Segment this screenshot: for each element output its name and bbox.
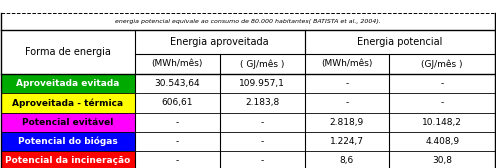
Text: Potencial do biógas: Potencial do biógas [18, 137, 118, 146]
Bar [1, 74, 135, 93]
Text: (MWh/mês): (MWh/mês) [152, 59, 203, 68]
Text: 109.957,1: 109.957,1 [239, 79, 285, 88]
Text: -: - [176, 118, 179, 127]
Text: Aproveitada - térmica: Aproveitada - térmica [12, 98, 124, 108]
Text: Potencial da incineração: Potencial da incineração [5, 156, 130, 165]
Bar [1, 132, 135, 151]
Bar [1, 151, 135, 168]
Text: 30.543,64: 30.543,64 [155, 79, 200, 88]
Text: 4.408,9: 4.408,9 [425, 137, 459, 146]
Text: (MWh/mês): (MWh/mês) [321, 59, 372, 68]
Text: ( GJ/mês ): ( GJ/mês ) [240, 59, 284, 69]
Bar [1, 113, 135, 132]
Text: (GJ/mês ): (GJ/mês ) [422, 59, 463, 69]
Text: 2.818,9: 2.818,9 [330, 118, 364, 127]
Text: -: - [440, 79, 444, 88]
Text: -: - [440, 98, 444, 107]
Text: -: - [176, 137, 179, 146]
Text: -: - [260, 156, 264, 165]
Text: 8,6: 8,6 [340, 156, 354, 165]
Text: -: - [345, 79, 349, 88]
Text: -: - [345, 98, 349, 107]
Text: Energia potencial: Energia potencial [357, 37, 442, 47]
Text: energia potencial equivale ao consumo de 80.000 habitantes( BATISTA et al., 2004: energia potencial equivale ao consumo de… [115, 19, 381, 24]
Text: Forma de energia: Forma de energia [25, 47, 111, 57]
Text: 606,61: 606,61 [162, 98, 193, 107]
Bar [1, 93, 135, 113]
Text: 30,8: 30,8 [432, 156, 452, 165]
Text: -: - [260, 137, 264, 146]
Text: Energia aproveitada: Energia aproveitada [171, 37, 269, 47]
Text: 2.183,8: 2.183,8 [245, 98, 279, 107]
Text: 1.224,7: 1.224,7 [330, 137, 364, 146]
Text: -: - [176, 156, 179, 165]
Text: Aproveitada evitada: Aproveitada evitada [16, 79, 120, 88]
Text: -: - [260, 118, 264, 127]
Text: Potencial evitável: Potencial evitável [22, 118, 114, 127]
Text: 10.148,2: 10.148,2 [422, 118, 462, 127]
